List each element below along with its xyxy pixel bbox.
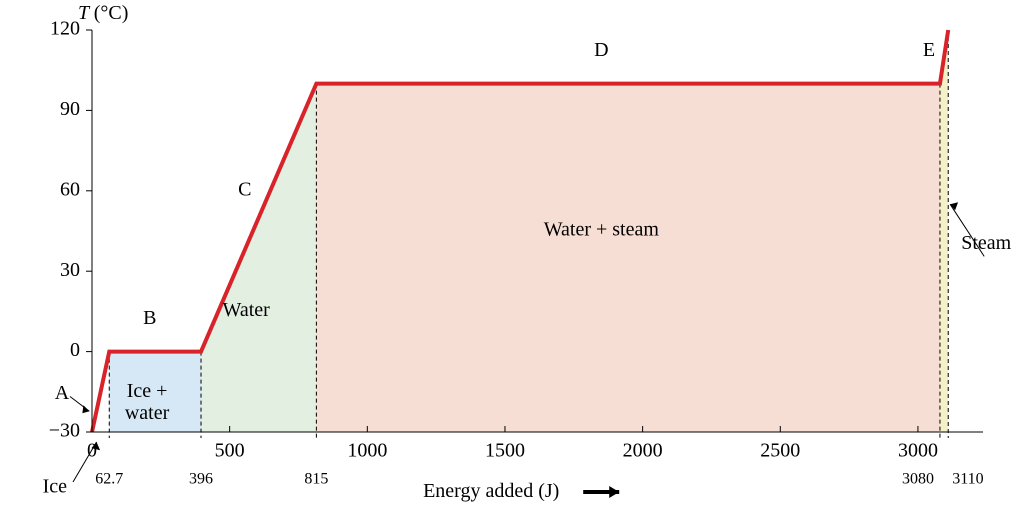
segment-label-B: B (143, 307, 156, 329)
xtick-label: 2000 (623, 440, 663, 462)
ytick-label: 0 (70, 339, 80, 361)
ytick-label: 30 (60, 259, 80, 281)
xtick-label: 2500 (760, 440, 800, 462)
xtick-label: 1500 (485, 440, 525, 462)
region-watersteam (316, 84, 940, 432)
x-axis-title: Energy added (J) (423, 480, 559, 502)
xmark-label: 815 (304, 471, 328, 488)
region-label-ice_water: Ice +water (125, 379, 170, 423)
region-label-steam: Steam (961, 232, 1011, 254)
region-label-water: Water (223, 299, 271, 321)
ytick-label: 90 (60, 98, 80, 120)
chart-svg: −300306090120T (°C)050010001500200025003… (0, 0, 1023, 512)
ytick-label: 120 (50, 18, 80, 40)
phase-change-chart: −300306090120T (°C)050010001500200025003… (0, 0, 1023, 512)
ice-label: Ice (43, 476, 68, 498)
xmark-label: 3080 (902, 471, 934, 488)
region-label-watersteam: Water + steam (544, 219, 660, 241)
xtick-label: 500 (215, 440, 245, 462)
ytick-label: −30 (49, 420, 80, 442)
ytick-label: 60 (60, 178, 80, 200)
y-axis-title: T (°C) (78, 2, 128, 24)
segment-label-D: D (594, 39, 608, 61)
xmark-label: 3110 (952, 471, 983, 488)
segment-label-C: C (238, 178, 251, 200)
xtick-label: 1000 (347, 440, 387, 462)
segment-label-E: E (923, 39, 935, 61)
xmark-label: 62.7 (95, 471, 123, 488)
segment-label-A: A (55, 382, 70, 404)
xmark-label: 396 (189, 471, 213, 488)
xtick-label: 3000 (898, 440, 938, 462)
region-steam (940, 30, 948, 432)
